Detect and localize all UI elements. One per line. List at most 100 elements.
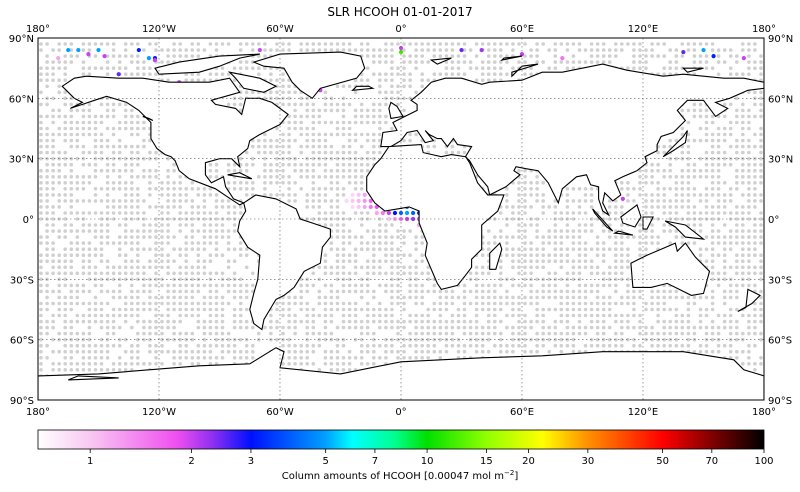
no-data-dot <box>190 337 195 342</box>
no-data-dot <box>547 289 551 294</box>
no-data-dot <box>589 307 594 312</box>
no-data-dot <box>329 271 334 276</box>
no-data-dot <box>269 90 273 95</box>
no-data-dot <box>499 72 503 76</box>
no-data-dot <box>323 223 328 227</box>
no-data-dot <box>63 295 67 300</box>
no-data-dot <box>547 241 551 245</box>
no-data-dot <box>57 84 61 89</box>
no-data-dot <box>184 356 188 360</box>
no-data-dot <box>69 307 74 312</box>
no-data-dot <box>753 313 757 318</box>
no-data-dot <box>414 313 418 318</box>
no-data-dot <box>759 211 763 215</box>
no-data-dot <box>329 132 334 137</box>
no-data-dot <box>69 175 74 179</box>
no-data-dot <box>384 337 388 342</box>
no-data-dot <box>305 42 310 46</box>
no-data-dot <box>620 181 624 185</box>
no-data-dot <box>468 66 473 70</box>
no-data-dot <box>93 229 98 233</box>
no-data-dot <box>202 331 207 336</box>
no-data-dot <box>184 313 188 318</box>
no-data-dot <box>589 283 594 288</box>
no-data-dot <box>541 259 545 264</box>
no-data-dot <box>293 319 297 324</box>
no-data-dot <box>438 307 443 312</box>
no-data-dot <box>686 156 691 161</box>
no-data-dot <box>753 90 757 95</box>
no-data-dot <box>99 138 104 143</box>
no-data-dot <box>529 283 533 288</box>
no-data-dot <box>214 205 219 209</box>
no-data-dot <box>208 259 213 264</box>
colorbar-tick-label: 100 <box>754 456 773 467</box>
no-data-dot <box>535 319 539 324</box>
no-data-dot <box>438 313 443 318</box>
no-data-dot <box>69 241 74 245</box>
no-data-dot <box>178 319 182 324</box>
no-data-dot <box>99 66 104 70</box>
no-data-dot <box>571 271 576 276</box>
no-data-dot <box>505 253 509 257</box>
no-data-dot <box>45 331 49 336</box>
no-data-dot <box>704 108 709 113</box>
no-data-dot <box>414 66 418 70</box>
no-data-dot <box>728 54 733 58</box>
no-data-dot <box>335 199 340 203</box>
no-data-dot <box>614 241 618 245</box>
no-data-dot <box>565 235 570 239</box>
hcooh-data-dot <box>350 204 355 210</box>
no-data-dot <box>105 168 110 173</box>
no-data-dot <box>420 331 425 336</box>
no-data-dot <box>57 48 61 52</box>
no-data-dot <box>220 295 225 300</box>
no-data-dot <box>269 138 273 143</box>
no-data-dot <box>408 132 412 137</box>
no-data-dot <box>263 325 267 330</box>
no-data-dot <box>529 66 533 70</box>
no-data-dot <box>747 66 751 70</box>
no-data-dot <box>123 205 128 209</box>
no-data-dot <box>353 78 358 82</box>
no-data-dot <box>505 295 509 300</box>
no-data-dot <box>208 78 213 82</box>
no-data-dot <box>263 144 267 149</box>
no-data-dot <box>589 313 594 318</box>
colorbar-gradient <box>37 429 765 450</box>
no-data-dot <box>57 289 61 294</box>
no-data-dot <box>105 162 110 167</box>
no-data-dot <box>614 205 618 209</box>
coastline <box>227 172 253 180</box>
no-data-dot <box>99 301 104 306</box>
no-data-dot <box>747 356 751 360</box>
no-data-dot <box>93 175 98 179</box>
no-data-dot <box>517 60 521 64</box>
colorbar-tick-label: 50 <box>656 456 669 467</box>
no-data-dot <box>117 199 122 203</box>
no-data-dot <box>99 241 104 245</box>
no-data-dot <box>692 331 697 336</box>
no-data-dot <box>123 193 128 197</box>
no-data-dot <box>493 235 497 239</box>
no-data-dot <box>759 108 763 113</box>
no-data-dot <box>468 331 473 336</box>
no-data-dot <box>468 301 473 306</box>
no-data-dot <box>468 271 473 276</box>
no-data-dot <box>81 362 86 366</box>
lat-label-left: 60°S <box>10 336 34 347</box>
no-data-dot <box>480 271 485 276</box>
no-data-dot <box>674 66 679 70</box>
no-data-dot <box>45 205 49 209</box>
no-data-dot <box>214 42 219 46</box>
no-data-dot <box>384 223 388 227</box>
no-data-dot <box>281 42 285 46</box>
no-data-dot <box>462 295 467 300</box>
no-data-dot <box>614 211 618 215</box>
no-data-dot <box>208 271 213 276</box>
no-data-dot <box>123 241 128 245</box>
no-data-dot <box>87 289 92 294</box>
lon-label-top: 0° <box>395 24 406 35</box>
no-data-dot <box>396 102 400 107</box>
no-data-dot <box>148 283 152 288</box>
